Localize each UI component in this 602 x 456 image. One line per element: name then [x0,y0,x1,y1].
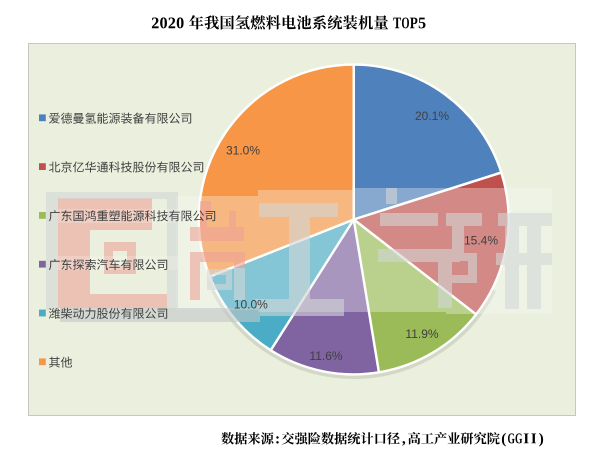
svg-text:15.4%: 15.4% [464,234,498,248]
svg-text:31.0%: 31.0% [226,144,260,158]
svg-text:11.9%: 11.9% [405,327,438,341]
svg-text:11.6%: 11.6% [309,349,342,363]
svg-text:20.1%: 20.1% [415,109,449,123]
svg-text:10.0%: 10.0% [234,298,268,312]
